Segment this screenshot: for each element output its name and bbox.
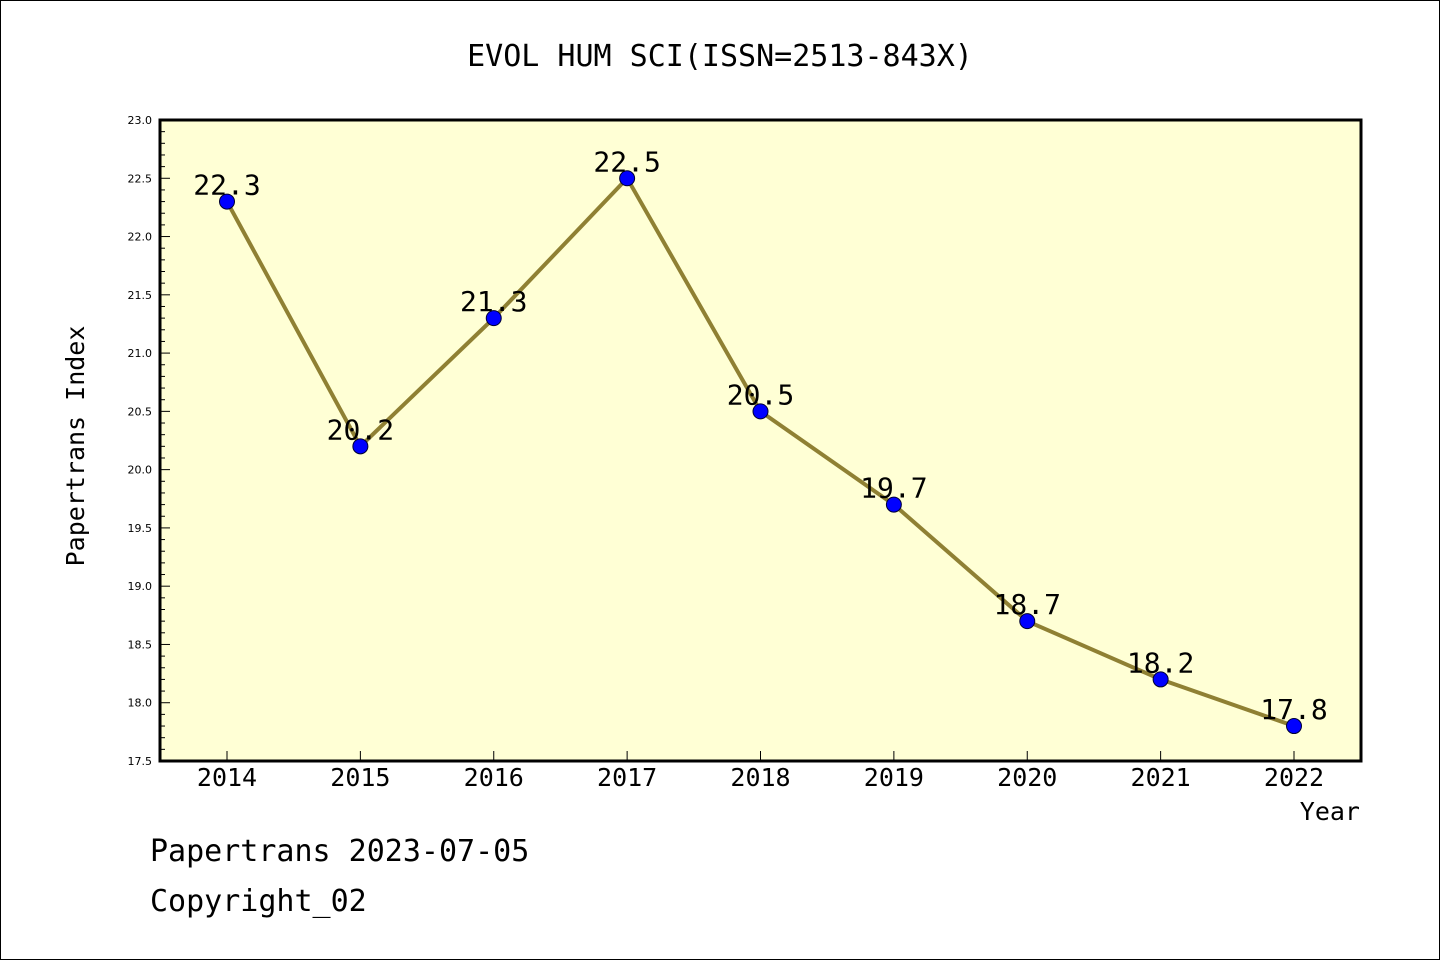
x-tick-label: 2014 [197,763,257,792]
data-point [885,496,902,513]
data-label: 18.2 [1127,646,1194,679]
data-label: 21.3 [460,285,527,318]
footer-copyright-text: Copyright_02 [150,884,367,919]
y-tick-label: 21.0 [128,347,153,360]
data-point [1152,671,1169,688]
data-point [1286,718,1302,735]
data-label: 22.5 [593,145,660,178]
x-tick-label: 2015 [330,763,390,792]
y-axis-ticks: 17.5 18.0 18.5 19.0 19.5 20.0 20.5 21.0 21.5 22.0… [128,114,170,768]
x-tick-label: 2021 [1131,763,1191,792]
y-tick-label: 23.0 [128,114,153,127]
data-point [219,193,235,210]
data-label: 19.7 [860,472,927,505]
chart-title: EVOL HUM SCI(ISSN=2513-843X) [467,39,973,74]
y-axis-label: Papertrans Index [61,326,90,567]
data-label: 22.3 [193,169,260,202]
data-label: 20.5 [727,378,794,411]
data-labels: 22.3 20.2 21.3 22.5 20.5 19.7 18.7 18.2 17.8 [193,145,1327,726]
y-tick-label: 19.5 [128,522,153,535]
y-tick-label: 18.0 [128,697,153,710]
data-label: 17.8 [1260,693,1327,726]
y-tick-label: 22.5 [128,172,153,185]
y-tick-label: 17.5 [128,755,153,768]
x-tick-label: 2018 [730,763,790,792]
y-tick-label: 18.5 [128,638,153,651]
x-axis-label: Year [1300,797,1360,826]
x-axis-ticks: 2014 2015 2016 2017 2018 2019 2020 2021 2022 [197,751,1324,792]
footer-date-text: Papertrans 2023-07-05 [150,834,530,869]
y-tick-label: 20.0 [128,464,153,477]
data-point [352,438,369,455]
x-tick-label: 2022 [1264,763,1324,792]
y-tick-label: 22.0 [128,231,153,244]
x-tick-label: 2019 [864,763,924,792]
data-series [219,170,1302,735]
data-point [752,403,769,420]
x-tick-label: 2017 [597,763,657,792]
y-tick-label: 19.0 [128,580,153,593]
y-tick-label: 20.5 [128,405,153,418]
data-point [485,310,502,327]
data-point [619,170,636,187]
data-label: 20.2 [327,413,394,446]
data-point [1019,613,1036,630]
x-tick-label: 2016 [464,763,524,792]
y-tick-label: 21.5 [128,289,153,302]
data-label: 18.7 [994,588,1061,621]
x-tick-label: 2020 [997,763,1057,792]
